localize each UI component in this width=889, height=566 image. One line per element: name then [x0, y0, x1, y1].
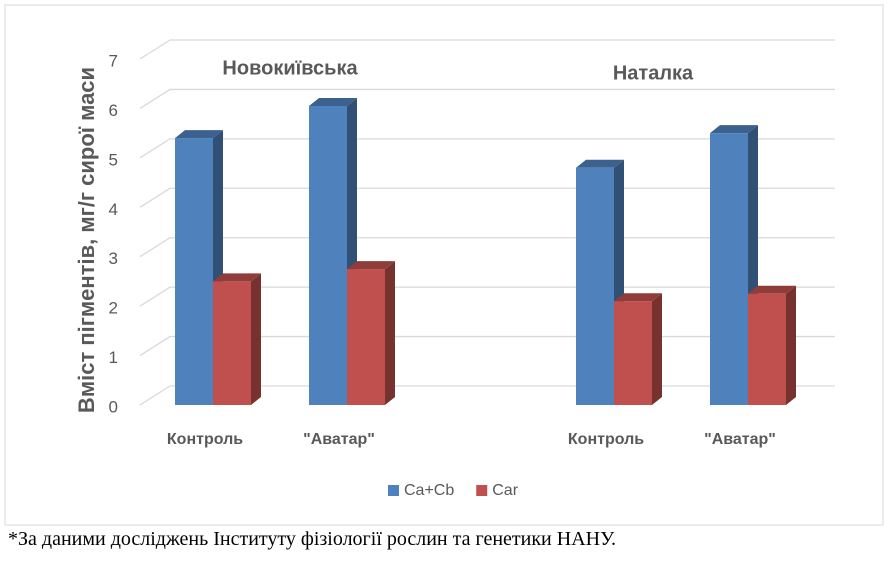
y-tick-label: 4 [109, 200, 118, 219]
y-tick-label: 7 [109, 51, 118, 70]
bar-front [213, 281, 251, 405]
legend-label: Ca+Cb [404, 482, 454, 499]
legend-swatch [476, 485, 488, 496]
grid-line [139, 39, 835, 60]
bar-front [710, 133, 748, 405]
bar-side [251, 273, 261, 405]
y-tick-label: 3 [109, 249, 118, 268]
y-tick-label: 0 [109, 397, 118, 416]
x-tick-label: Контроль [167, 431, 243, 448]
bar-top [710, 125, 758, 134]
bar [213, 273, 261, 405]
legend-label: Car [492, 482, 518, 499]
bar [614, 293, 662, 405]
y-tick-label: 5 [109, 150, 118, 169]
bar [347, 261, 395, 405]
bar-front [576, 167, 614, 405]
y-axis-label: Вміст пігментів, мг/г сирої маси [74, 67, 99, 413]
bar-side [385, 261, 395, 405]
bar-top [175, 130, 223, 139]
x-tick-label: "Аватар" [303, 431, 375, 448]
bar-top [213, 273, 261, 282]
footnote: *За даними досліджень Інституту фізіолог… [8, 528, 616, 550]
bar-top [309, 97, 357, 106]
y-tick-label: 1 [109, 348, 118, 367]
group-label: Наталка [613, 62, 694, 84]
chart: Новокиївська Наталка Вміст пігментів, мг… [4, 4, 884, 526]
bar-side [652, 293, 662, 405]
y-tick-label: 6 [109, 101, 118, 120]
x-tick-label: Контроль [568, 431, 644, 448]
bar-front [347, 269, 385, 405]
bar-front [748, 293, 786, 405]
bar-front [309, 105, 347, 405]
bar-top [748, 285, 796, 294]
bar [748, 285, 796, 405]
group-label: Новокиївська [222, 57, 358, 79]
grid-line [139, 88, 835, 109]
bar-front [175, 138, 213, 406]
y-tick-label: 2 [109, 299, 118, 318]
bar-front [614, 301, 652, 405]
legend-swatch [388, 485, 399, 496]
bar-top [347, 261, 395, 270]
bar-top [576, 159, 624, 168]
bar-top [614, 293, 662, 302]
grid-line [139, 138, 835, 159]
x-tick-label: "Аватар" [704, 431, 776, 448]
bar-side [786, 285, 796, 405]
